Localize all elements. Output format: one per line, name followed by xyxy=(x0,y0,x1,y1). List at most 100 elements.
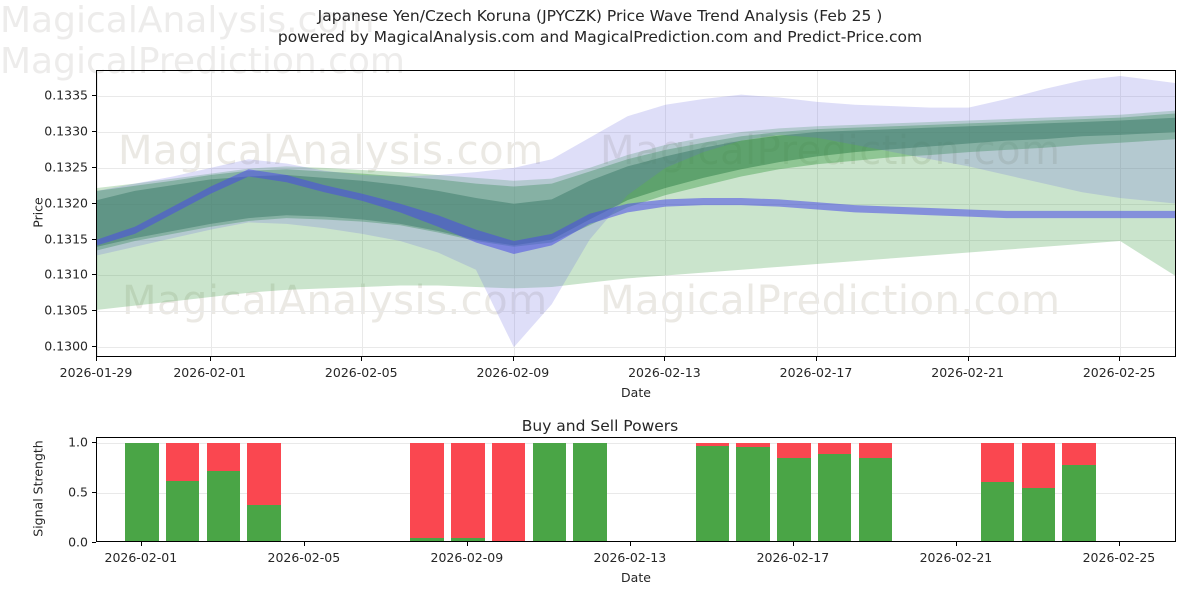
bar-xtick-label: 2026-02-05 xyxy=(267,550,341,565)
bar-sell-power[interactable] xyxy=(695,443,730,446)
price-xtick-mark xyxy=(512,357,514,361)
price-xtick-label: 2026-02-01 xyxy=(173,365,246,380)
bar-xtick-label: 2026-02-21 xyxy=(919,550,993,565)
price-ytick-mark xyxy=(92,238,96,240)
bar-buy-power[interactable] xyxy=(777,458,811,541)
price-gridline-h xyxy=(97,239,1175,241)
bar-xtick-mark xyxy=(1118,542,1120,546)
bar-buy-power[interactable] xyxy=(858,458,893,541)
buy-sell-title: Buy and Sell Powers xyxy=(521,417,679,435)
bar-sell-power[interactable] xyxy=(1062,443,1096,465)
bar-xtick-mark xyxy=(466,542,468,546)
price-ytick-label: 0.1300 xyxy=(44,338,88,354)
price-ytick-label: 0.1325 xyxy=(44,159,88,175)
bar-buy-power[interactable] xyxy=(1062,465,1096,541)
price-xtick-label: 2026-02-25 xyxy=(1082,365,1156,380)
price-ytick-mark xyxy=(92,166,96,168)
bar-buy-power[interactable] xyxy=(573,443,607,541)
bar-x-axis-label: Date xyxy=(621,570,651,585)
bar-xtick-label: 2026-02-01 xyxy=(104,550,178,565)
band-blue-upper-wave xyxy=(97,76,1175,348)
bar-buy-power[interactable] xyxy=(817,454,852,541)
price-ytick-label: 0.1330 xyxy=(44,123,88,139)
price-gridline-h xyxy=(97,347,1175,349)
price-plot-area xyxy=(96,70,1176,357)
price-xtick-mark xyxy=(816,357,817,361)
bar-xtick-mark xyxy=(792,542,794,546)
bar-sell-power[interactable] xyxy=(777,443,811,458)
bar-buy-power[interactable] xyxy=(736,447,770,541)
bar-sell-power[interactable] xyxy=(410,443,444,538)
price-gridline-h xyxy=(97,275,1175,277)
bar-sell-power[interactable] xyxy=(1021,443,1056,488)
watermark-6: MagicalPrediction.com xyxy=(0,41,405,82)
price-xtick-label: 2026-02-09 xyxy=(476,365,550,380)
bar-ytick-mark xyxy=(92,492,96,493)
price-xtick-label: 2026-02-17 xyxy=(779,365,853,380)
price-ytick-mark xyxy=(92,346,96,348)
bar-sell-power[interactable] xyxy=(165,443,200,481)
price-ytick-mark xyxy=(92,95,96,97)
bar-buy-power[interactable] xyxy=(980,482,1015,541)
bar-sell-power[interactable] xyxy=(451,443,485,538)
bar-ytick-label: 1.0 xyxy=(68,434,88,450)
watermark-5: MagicalAnalysis.com xyxy=(0,0,375,41)
bar-xtick-label: 2026-02-17 xyxy=(756,550,830,565)
price-xtick-mark xyxy=(209,357,211,361)
price-ytick-mark xyxy=(92,274,96,276)
band-blue-core-line xyxy=(97,169,1175,254)
price-xtick-label: 2026-02-13 xyxy=(628,365,701,380)
price-ytick-mark xyxy=(92,310,96,312)
price-xtick-mark xyxy=(96,357,97,361)
price-xtick-mark xyxy=(967,357,969,361)
price-gridline-v xyxy=(817,71,818,356)
buy-sell-plot-area xyxy=(96,437,1176,542)
price-xtick-mark xyxy=(664,357,666,361)
bar-buy-power[interactable] xyxy=(1021,488,1056,541)
bar-xtick-mark xyxy=(629,542,631,546)
price-xtick-label: 2026-02-21 xyxy=(931,365,1004,380)
bar-buy-power[interactable] xyxy=(410,538,444,541)
bar-buy-power[interactable] xyxy=(532,443,567,541)
price-ytick-label: 0.1315 xyxy=(44,231,88,247)
bar-buy-power[interactable] xyxy=(125,443,159,541)
bar-sell-power[interactable] xyxy=(817,443,852,454)
price-y-axis-label: Price xyxy=(30,196,46,228)
title-line-1: Japanese Yen/Czech Koruna (JPYCZK) Price… xyxy=(317,7,883,25)
price-xtick-mark xyxy=(1119,357,1121,361)
bar-buy-power[interactable] xyxy=(165,481,200,541)
bar-xtick-mark xyxy=(140,542,142,546)
bar-xtick-label: 2026-02-25 xyxy=(1082,550,1156,565)
bar-sell-power[interactable] xyxy=(247,443,281,505)
bar-ytick-mark xyxy=(92,442,96,443)
price-plot-clip xyxy=(97,71,1175,356)
bar-buy-power[interactable] xyxy=(451,538,485,541)
price-gridline-h xyxy=(97,131,1175,133)
price-xtick-mark xyxy=(361,357,363,361)
bar-sell-power[interactable] xyxy=(980,443,1015,482)
bar-ytick-mark xyxy=(92,542,96,543)
bar-buy-power[interactable] xyxy=(206,471,241,541)
bar-xtick-mark xyxy=(303,542,305,546)
bar-sell-power[interactable] xyxy=(491,443,526,541)
price-ytick-label: 0.1310 xyxy=(44,266,88,282)
bar-buy-power[interactable] xyxy=(695,446,730,541)
bar-ytick-label: 0.5 xyxy=(68,484,88,500)
bar-xtick-label: 2026-02-13 xyxy=(593,550,667,565)
price-xtick-label: 2026-01-29 xyxy=(59,365,133,380)
price-ytick-mark xyxy=(92,130,96,132)
price-ytick-label: 0.1335 xyxy=(44,87,88,103)
bar-ytick-label: 0.0 xyxy=(68,534,88,550)
bar-y-axis-label: Signal Strength xyxy=(30,439,46,537)
price-gridline-v xyxy=(665,71,667,356)
price-wave-bands xyxy=(97,76,1175,348)
bar-buy-power[interactable] xyxy=(247,505,281,541)
bar-sell-power[interactable] xyxy=(206,443,241,471)
price-gridline-h xyxy=(97,96,1175,98)
buy-sell-plot-clip xyxy=(97,438,1175,541)
bar-sell-power[interactable] xyxy=(858,443,893,458)
price-ytick-label: 0.1320 xyxy=(44,195,88,211)
bar-gridline-h xyxy=(97,493,1175,494)
bar-sell-power[interactable] xyxy=(736,443,770,447)
